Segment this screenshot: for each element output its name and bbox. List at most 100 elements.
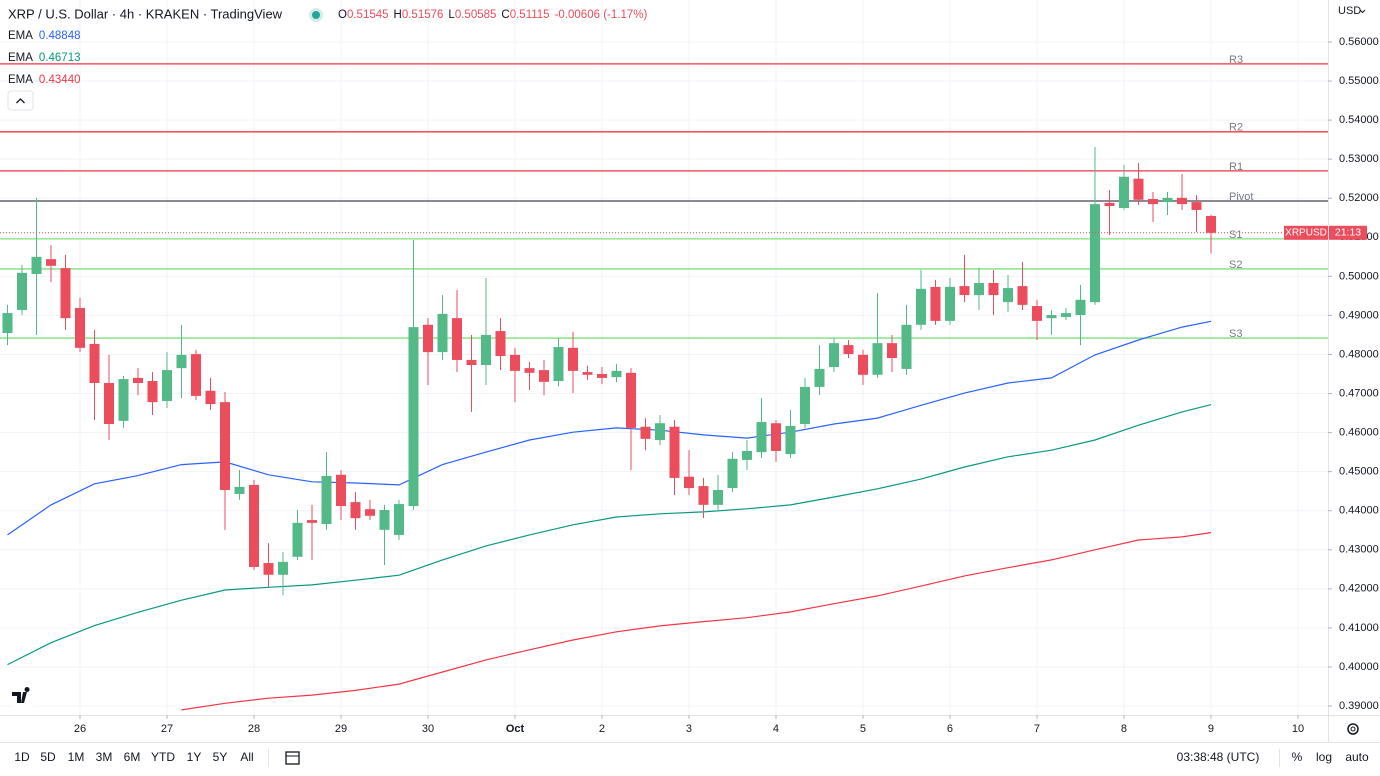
range-button[interactable]: 5D [40, 750, 56, 764]
candle [988, 270, 999, 316]
body [422, 324, 433, 353]
body [1104, 202, 1115, 207]
clock[interactable]: 03:38:48 (UTC) [1177, 750, 1260, 764]
y-tick-label: 0.43000 [1339, 544, 1379, 556]
candle [17, 265, 28, 316]
body [1089, 204, 1100, 303]
body [524, 368, 535, 373]
candle [596, 366, 607, 385]
calendar-icon[interactable] [285, 751, 300, 765]
candle [1002, 274, 1013, 312]
auto-toggle[interactable]: auto [1345, 750, 1369, 764]
ema-legend: EMA 0.43440 [8, 74, 81, 86]
candle [2, 304, 13, 346]
ema-name: EMA [8, 30, 33, 42]
log-toggle[interactable]: log [1316, 750, 1332, 764]
ohlc-value: 0.50585 [455, 9, 497, 21]
candle [1162, 191, 1173, 216]
settings-icon[interactable] [1347, 723, 1359, 735]
body [162, 370, 173, 401]
candle [1118, 164, 1129, 210]
body [698, 486, 709, 505]
candle [133, 368, 144, 396]
body [379, 509, 390, 530]
range-button[interactable]: 1M [68, 750, 85, 764]
body [959, 286, 970, 296]
range-button[interactable]: All [240, 750, 253, 764]
ema-legend: EMA 0.46713 [8, 52, 81, 64]
x-tick-label: 6 [947, 723, 953, 735]
candle [1031, 299, 1042, 341]
gear-hub [1350, 726, 1356, 732]
body [727, 458, 738, 489]
y-tick-label: 0.44000 [1339, 505, 1379, 517]
range-button[interactable]: 1D [14, 750, 30, 764]
body [321, 475, 332, 524]
level-label: S1 [1229, 229, 1242, 241]
y-tick-label: 0.47000 [1339, 387, 1379, 399]
candle [437, 295, 448, 360]
candle [292, 509, 303, 560]
body [814, 368, 825, 387]
symbol-title: XRP / U.S. Dollar · 4h · KRAKEN · Tradin… [8, 6, 283, 21]
x-tick-label: 29 [335, 723, 347, 735]
body [1191, 202, 1202, 210]
candle [959, 254, 970, 303]
candle [727, 452, 738, 492]
body [220, 402, 231, 491]
body [1002, 288, 1013, 303]
body [944, 286, 955, 321]
body [1133, 178, 1144, 200]
ema-lines [7, 320, 1212, 711]
percent-toggle[interactable]: % [1292, 750, 1303, 764]
candle [60, 254, 71, 330]
x-tick-label: 8 [1121, 723, 1127, 735]
candle [393, 499, 404, 541]
candle [654, 415, 665, 446]
calendar [285, 751, 300, 765]
candle [162, 352, 173, 408]
candle [553, 338, 564, 387]
y-tick-label: 0.52000 [1339, 192, 1379, 204]
currency[interactable]: USD [1338, 5, 1361, 17]
ema-line [181, 532, 1212, 711]
candle [350, 491, 361, 530]
body [31, 256, 42, 275]
body [1031, 306, 1042, 321]
countdown-label: 21:13 [1335, 227, 1361, 239]
x-tick-label: 7 [1034, 723, 1040, 735]
range-button[interactable]: 6M [124, 750, 141, 764]
collapse-button[interactable] [7, 90, 34, 111]
candle [422, 318, 433, 385]
x-tick-label: 5 [860, 723, 866, 735]
level-label: S2 [1229, 259, 1242, 271]
range-button[interactable]: 3M [96, 750, 113, 764]
y-tick-label: 0.49000 [1339, 309, 1379, 321]
body [640, 426, 651, 439]
candle [147, 372, 158, 416]
x-tick-label: 30 [422, 723, 434, 735]
body [843, 345, 854, 355]
range-button[interactable]: 1Y [187, 750, 202, 764]
y-tick-label: 0.41000 [1339, 622, 1379, 634]
ema-line [7, 320, 1212, 536]
range-button[interactable]: YTD [151, 750, 175, 764]
body [147, 381, 158, 403]
candle [1205, 214, 1216, 254]
button-frame [7, 90, 34, 111]
level-label: R2 [1229, 122, 1243, 134]
ema-value: 0.48848 [39, 30, 81, 42]
countdown-tag [1329, 225, 1367, 240]
candle [640, 418, 651, 451]
candle [321, 452, 332, 530]
body [1046, 315, 1057, 319]
body [756, 422, 767, 453]
logo-mark [12, 687, 30, 703]
range-button[interactable]: 5Y [213, 750, 228, 764]
body [249, 484, 260, 567]
candle [31, 197, 42, 335]
body [176, 354, 187, 369]
body [46, 259, 57, 266]
candle [770, 420, 781, 462]
